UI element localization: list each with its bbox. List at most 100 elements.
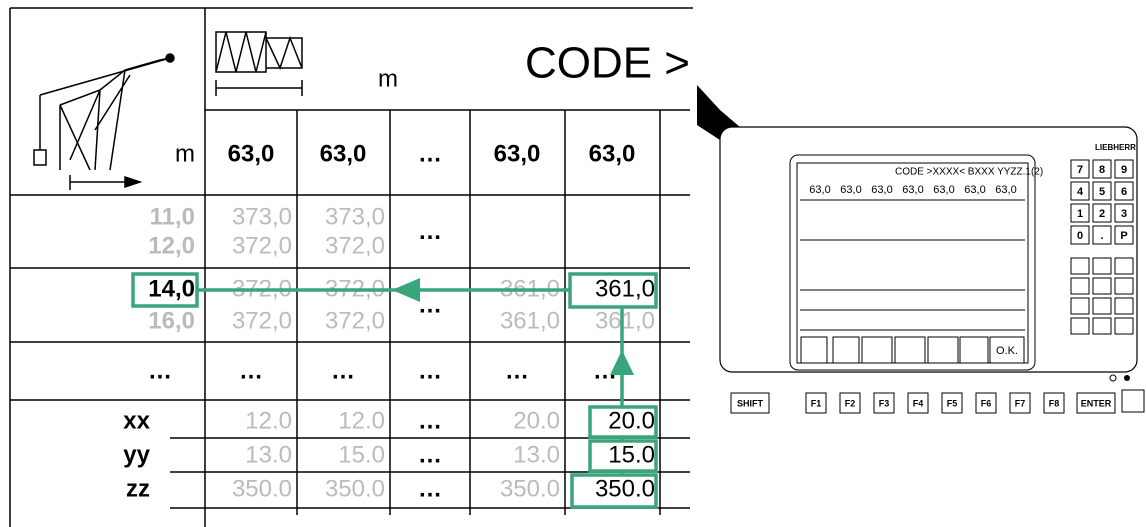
screen-code: CODE >XXXX< BXXX YYZZ.1(2) — [895, 167, 1043, 178]
crane-icon — [33, 53, 175, 190]
screen-length: 63,0 — [933, 184, 954, 196]
key — [1092, 203, 1112, 223]
function-key — [839, 392, 861, 414]
param-value: … — [418, 407, 442, 434]
param-value: 15.0 — [338, 441, 385, 468]
function-key-label: F1 — [811, 398, 822, 408]
key — [1070, 159, 1090, 179]
screen-length: 63,0 — [902, 184, 923, 196]
icon-key — [1092, 297, 1112, 315]
key-label: 3 — [1121, 208, 1127, 220]
brand: LIEBHERR — [1095, 143, 1136, 152]
ellipsis: … — [418, 291, 442, 318]
key-label: 5 — [1099, 186, 1105, 198]
param-value: … — [418, 475, 442, 502]
boom-length: 63,0 — [589, 140, 636, 167]
function-key-label: F3 — [879, 398, 890, 408]
radius: 11,0 — [150, 203, 195, 230]
load-value: 361,0 — [595, 275, 655, 302]
function-key — [873, 392, 895, 414]
icon-key — [1070, 257, 1090, 275]
function-key — [1076, 392, 1116, 414]
param-value: 12.0 — [338, 407, 385, 434]
load-value: 373,0 — [325, 203, 385, 230]
key-label: 8 — [1099, 164, 1105, 176]
function-key-label: F8 — [1049, 398, 1060, 408]
key-label: 7 — [1077, 164, 1083, 176]
control-panel — [719, 126, 1138, 382]
param-value: … — [418, 441, 442, 468]
param-value: 350.0 — [232, 475, 292, 502]
icon-key — [1114, 257, 1134, 275]
key-label: 1 — [1077, 208, 1083, 220]
param-value: 350.0 — [325, 475, 385, 502]
key-label: 0 — [1077, 230, 1083, 242]
function-key-label: F7 — [1015, 398, 1026, 408]
boom-length: 63,0 — [494, 140, 541, 167]
key — [1114, 225, 1134, 245]
radius: 14,0 — [148, 275, 195, 302]
key — [1114, 181, 1134, 201]
screen-ok: O.K. — [996, 345, 1018, 357]
ellipsis: … — [505, 357, 529, 384]
param-value: 13.0 — [513, 441, 560, 468]
screen-length: 63,0 — [964, 184, 985, 196]
key — [1114, 203, 1134, 223]
boom-length: 63,0 — [320, 140, 367, 167]
icon-key — [1070, 297, 1090, 315]
radius: 16,0 — [148, 307, 195, 334]
key — [1070, 203, 1090, 223]
key — [1114, 159, 1134, 179]
icon-key — [1114, 277, 1134, 295]
ellipsis: … — [331, 357, 355, 384]
header-unit: m — [378, 65, 398, 92]
arrow-head — [392, 278, 420, 302]
load-value: 372,0 — [232, 307, 292, 334]
icon-key — [1114, 317, 1134, 335]
param-value: 12.0 — [245, 407, 292, 434]
key-label: . — [1100, 230, 1103, 242]
function-key-label: F5 — [947, 398, 958, 408]
key — [1092, 225, 1112, 245]
icon-key — [1070, 277, 1090, 295]
highlight — [570, 473, 658, 509]
icon-key — [1092, 317, 1112, 335]
load-value: 372,0 — [325, 232, 385, 259]
icon-key — [1092, 257, 1112, 275]
load-value: 373,0 — [232, 203, 292, 230]
key-label: 4 — [1077, 186, 1084, 198]
boom-length: … — [418, 140, 442, 167]
function-key-label: ENTER — [1081, 398, 1112, 408]
param-value: 350.0 — [595, 475, 655, 502]
param-value: 20.0 — [608, 407, 655, 434]
arrow-head — [610, 350, 634, 375]
function-key — [1009, 392, 1031, 414]
param-name: yy — [123, 441, 150, 468]
load-value: 361,0 — [595, 307, 655, 334]
param-value: 13.0 — [245, 441, 292, 468]
screen-length: 63,0 — [871, 184, 892, 196]
icon-key — [1070, 317, 1090, 335]
radius: 12,0 — [148, 232, 195, 259]
ellipsis: … — [239, 357, 263, 384]
key — [1070, 225, 1090, 245]
function-key — [975, 392, 997, 414]
function-key — [805, 392, 827, 414]
function-key-label: F2 — [845, 398, 856, 408]
param-name: zz — [126, 475, 150, 502]
key — [1092, 159, 1112, 179]
load-value: 372,0 — [325, 307, 385, 334]
power-key — [1121, 389, 1145, 413]
screen-length: 63,0 — [995, 184, 1016, 196]
header-code: CODE > — [525, 39, 690, 88]
function-key — [941, 392, 963, 414]
boom-section-icon — [215, 31, 303, 96]
icon-key — [1092, 277, 1112, 295]
param-value: 20.0 — [513, 407, 560, 434]
load-value: 361,0 — [500, 307, 560, 334]
function-key — [730, 392, 770, 414]
key — [1070, 181, 1090, 201]
ellipsis: … — [148, 357, 172, 384]
load-value: 372,0 — [232, 232, 292, 259]
